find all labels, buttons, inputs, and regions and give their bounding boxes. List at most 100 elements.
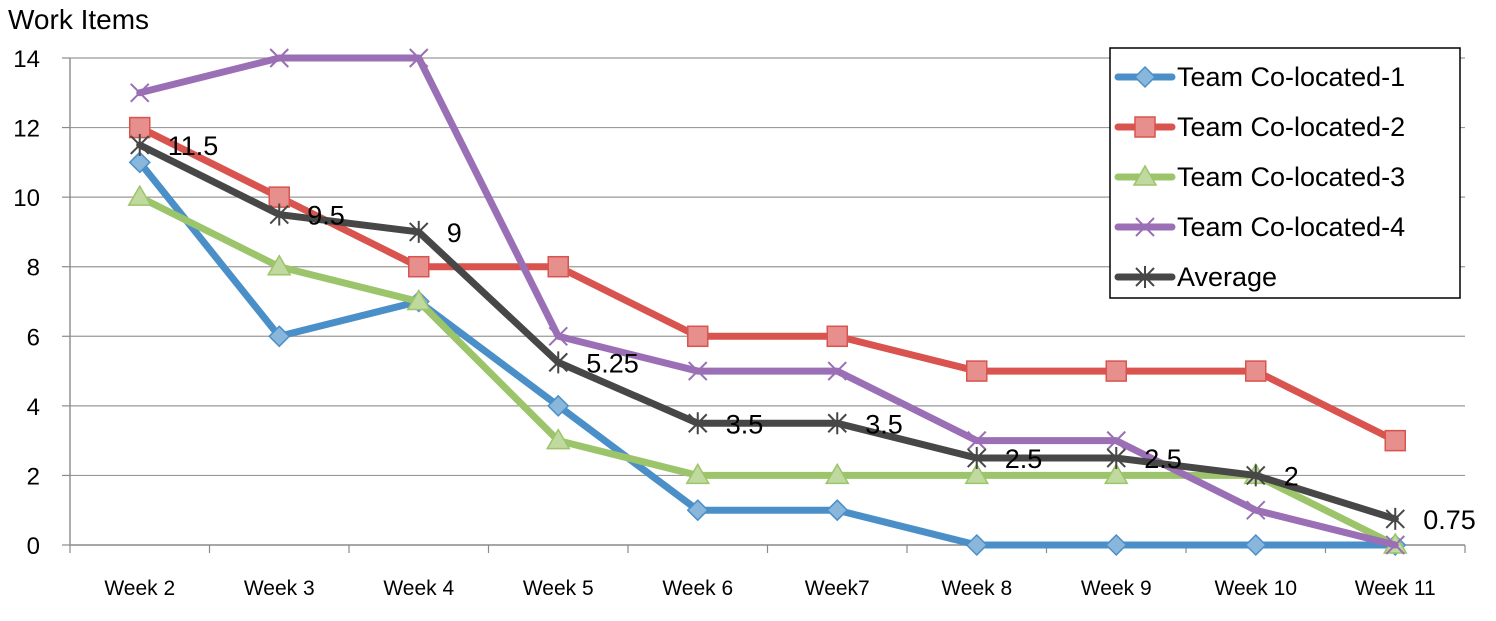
data-label: 2 [1284, 461, 1299, 491]
data-point [1245, 360, 1267, 382]
data-point [826, 325, 848, 348]
data-point [409, 48, 429, 68]
marker-shape [688, 361, 708, 381]
data-point [1105, 533, 1128, 557]
legend-swatch-marker [1135, 266, 1155, 288]
marker-shape [1245, 360, 1267, 382]
marker-shape [827, 361, 847, 381]
marker-shape [688, 412, 708, 435]
data-point [688, 361, 708, 381]
marker-shape [1133, 65, 1157, 89]
x-tick-labels: Week 2 Week 3 Week 4 Week 5 Week 6 Week7 Week … [104, 577, 1435, 600]
data-point [965, 533, 988, 557]
marker-shape [1135, 266, 1155, 288]
data-point [127, 184, 153, 206]
marker-shape [1132, 164, 1158, 186]
data-point [269, 48, 289, 68]
marker-shape [967, 430, 987, 451]
data-label: 11.5 [168, 131, 219, 161]
data-label: 5.25 [586, 348, 639, 378]
marker-shape [127, 184, 153, 206]
y-axis-title: Work Items [8, 4, 149, 35]
data-labels: 11.5 9.5 9 5.25 3.5 3.5 2.5 2.5 2 0.75 [168, 131, 1476, 535]
y-tick-label: 4 [27, 394, 40, 421]
data-point [409, 220, 429, 243]
marker-shape [409, 48, 429, 68]
marker-shape [1105, 360, 1127, 382]
marker-shape [1246, 500, 1266, 520]
data-label: 2.5 [1144, 444, 1182, 474]
marker-shape [964, 462, 990, 485]
marker-shape [268, 325, 291, 348]
legend-swatch-marker [1134, 116, 1156, 138]
data-label: 9.5 [307, 201, 345, 231]
series-team-co-located-4-line [136, 54, 1399, 549]
data-point [967, 447, 987, 470]
data-point [685, 462, 711, 485]
data-point [130, 83, 150, 103]
marker-shape [269, 48, 289, 68]
data-point [827, 412, 847, 435]
marker-shape [965, 533, 988, 557]
x-tick-label: Week 6 [662, 577, 733, 600]
series-team-co-located-4 [130, 48, 1405, 555]
series-average-line [136, 141, 1399, 523]
data-point [269, 203, 289, 226]
data-point [130, 133, 150, 156]
x-tick-label: Week 8 [941, 577, 1012, 600]
y-tick-label: 12 [13, 116, 40, 143]
marker-shape [687, 325, 709, 348]
data-point [266, 254, 292, 276]
data-point [548, 326, 568, 346]
x-tick-label: Week 4 [383, 577, 454, 600]
marker-shape [547, 255, 569, 278]
data-point [1103, 462, 1129, 485]
data-point [826, 499, 849, 522]
marker-shape [685, 462, 711, 485]
marker-shape [130, 83, 150, 103]
data-point [406, 289, 432, 311]
data-point [1385, 535, 1405, 555]
legend-entry: Team Co-located-1 [1114, 62, 1405, 92]
data-point [1106, 430, 1126, 451]
data-point [548, 351, 568, 374]
x-tick-label: Week 9 [1081, 577, 1152, 600]
series-team-co-located-2-line [136, 124, 1399, 445]
marker-shape [130, 133, 150, 156]
x-tick-label: Week 10 [1215, 577, 1298, 600]
data-point [966, 360, 988, 382]
marker-shape [269, 203, 289, 226]
legend-swatch-marker [1135, 217, 1155, 237]
marker-shape [406, 289, 432, 311]
data-point [1106, 447, 1126, 470]
marker-shape [548, 351, 568, 374]
x-tick-label: Week 11 [1355, 577, 1436, 600]
legend-entry: Team Co-located-3 [1114, 162, 1405, 192]
data-point [1384, 429, 1406, 452]
data-point [547, 255, 569, 278]
data-point [547, 394, 570, 417]
marker-shape [1105, 533, 1128, 557]
series-group [127, 48, 1408, 557]
marker-shape [1244, 533, 1267, 557]
x-tick-label: Week7 [805, 577, 870, 600]
legend-swatch-marker [1132, 164, 1158, 186]
y-tick-label: 2 [27, 463, 40, 490]
data-point [1105, 360, 1127, 382]
y-tick-label: 14 [13, 46, 40, 73]
legend-box [1109, 47, 1461, 299]
data-label: 2.5 [1005, 444, 1043, 474]
marker-shape [128, 151, 151, 174]
series-team-co-located-1-line [136, 158, 1399, 549]
data-point [268, 325, 291, 348]
legend: Team Co-located-1 Team Co-located-2 Team C… [1109, 47, 1461, 299]
data-point [1246, 464, 1266, 487]
data-point [827, 361, 847, 381]
data-point [967, 430, 987, 451]
marker-shape [1384, 429, 1406, 452]
legend-label: Team Co-located-2 [1177, 112, 1405, 142]
marker-shape [1103, 462, 1129, 485]
marker-shape [1385, 535, 1405, 555]
marker-shape [827, 412, 847, 435]
